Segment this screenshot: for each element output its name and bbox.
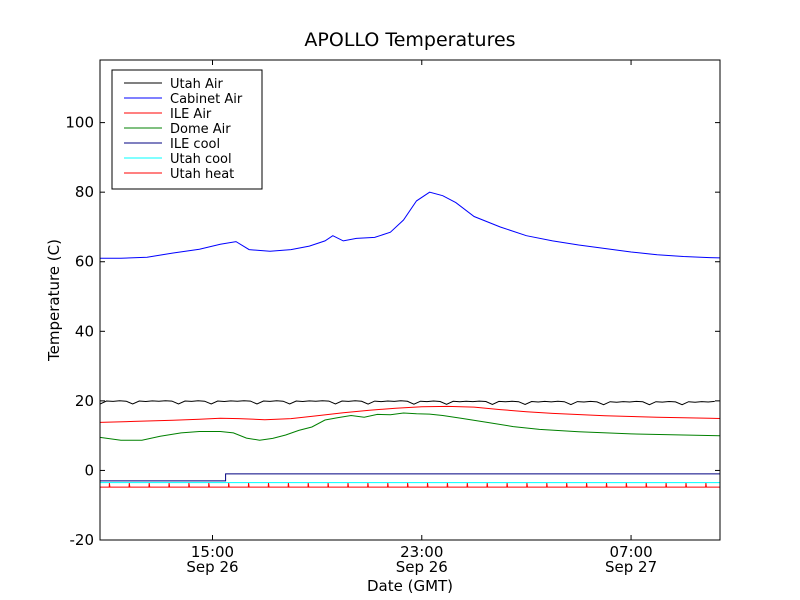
series-line-utah-air bbox=[100, 400, 715, 406]
x-tick-label-time-0: 15:00 bbox=[191, 543, 234, 561]
legend-label-ile-air: ILE Air bbox=[170, 107, 212, 122]
y-tick-label-100: 100 bbox=[65, 114, 94, 132]
y-tick-label-80: 80 bbox=[75, 183, 94, 201]
x-tick-label-time-1: 23:00 bbox=[400, 543, 443, 561]
legend-label-utah-air: Utah Air bbox=[170, 77, 223, 92]
y-tick-label-40: 40 bbox=[75, 322, 94, 340]
series-line-cabinet-air bbox=[100, 191, 720, 259]
y-tick-label--20: -20 bbox=[70, 531, 95, 549]
x-axis-label: Date (GMT) bbox=[367, 577, 453, 595]
legend-label-utah-heat: Utah heat bbox=[170, 167, 234, 182]
x-tick-label-time-2: 07:00 bbox=[609, 543, 652, 561]
legend-label-cabinet-air: Cabinet Air bbox=[170, 92, 243, 107]
chart-title: APOLLO Temperatures bbox=[304, 29, 515, 51]
x-tick-label-date-2: Sep 27 bbox=[605, 558, 657, 576]
axes-frame bbox=[99, 59, 721, 541]
series-line-ile-air bbox=[100, 405, 720, 423]
legend-label-utah-cool: Utah cool bbox=[170, 152, 232, 167]
legend-label-ile-cool: ILE cool bbox=[170, 137, 220, 152]
legend-label-dome-air: Dome Air bbox=[170, 122, 231, 137]
x-tick-label-date-0: Sep 26 bbox=[186, 558, 238, 576]
x-tick-label-date-1: Sep 26 bbox=[396, 558, 448, 576]
y-tick-label-0: 0 bbox=[84, 461, 94, 479]
series-line-dome-air bbox=[100, 412, 720, 441]
y-tick-label-60: 60 bbox=[75, 253, 94, 271]
series-line-ile-cool bbox=[100, 473, 720, 482]
y-tick-label-20: 20 bbox=[75, 392, 94, 410]
legend-box bbox=[111, 69, 263, 190]
series-group bbox=[100, 191, 720, 488]
y-axis-label: Temperature (C) bbox=[45, 239, 63, 362]
series-line-utah-heat bbox=[100, 482, 720, 488]
